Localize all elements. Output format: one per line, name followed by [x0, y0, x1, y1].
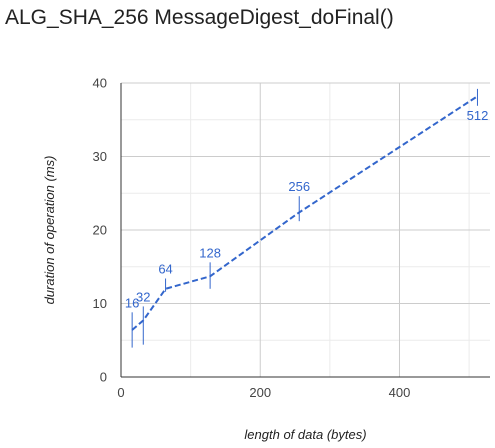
x-tick-label: 400 [389, 385, 411, 400]
x-tick-label: 0 [117, 385, 124, 400]
x-axis-title: length of data (bytes) [244, 427, 366, 442]
data-label: 16 [125, 295, 139, 310]
y-tick-label: 10 [93, 296, 107, 311]
data-label: 32 [136, 289, 150, 304]
series-line [131, 95, 479, 331]
chart-title: ALG_SHA_256 MessageDigest_doFinal() [5, 6, 394, 29]
y-axis-title: duration of operation (ms) [42, 156, 57, 305]
data-label: 256 [288, 179, 310, 194]
y-tick-label: 40 [93, 76, 107, 91]
y-axis-ticks: 0 10 20 30 40 [93, 76, 107, 385]
data-label: 128 [199, 245, 221, 260]
y-tick-label: 20 [93, 223, 107, 238]
x-tick-label: 200 [249, 385, 271, 400]
x-axis-ticks: 0 200 400 [117, 385, 410, 400]
y-tick-label: 0 [100, 370, 107, 385]
data-label: 512 [467, 108, 489, 123]
major-gridlines [121, 82, 490, 377]
y-tick-label: 30 [93, 149, 107, 164]
data-label: 64 [158, 262, 172, 277]
error-bars [131, 88, 478, 348]
